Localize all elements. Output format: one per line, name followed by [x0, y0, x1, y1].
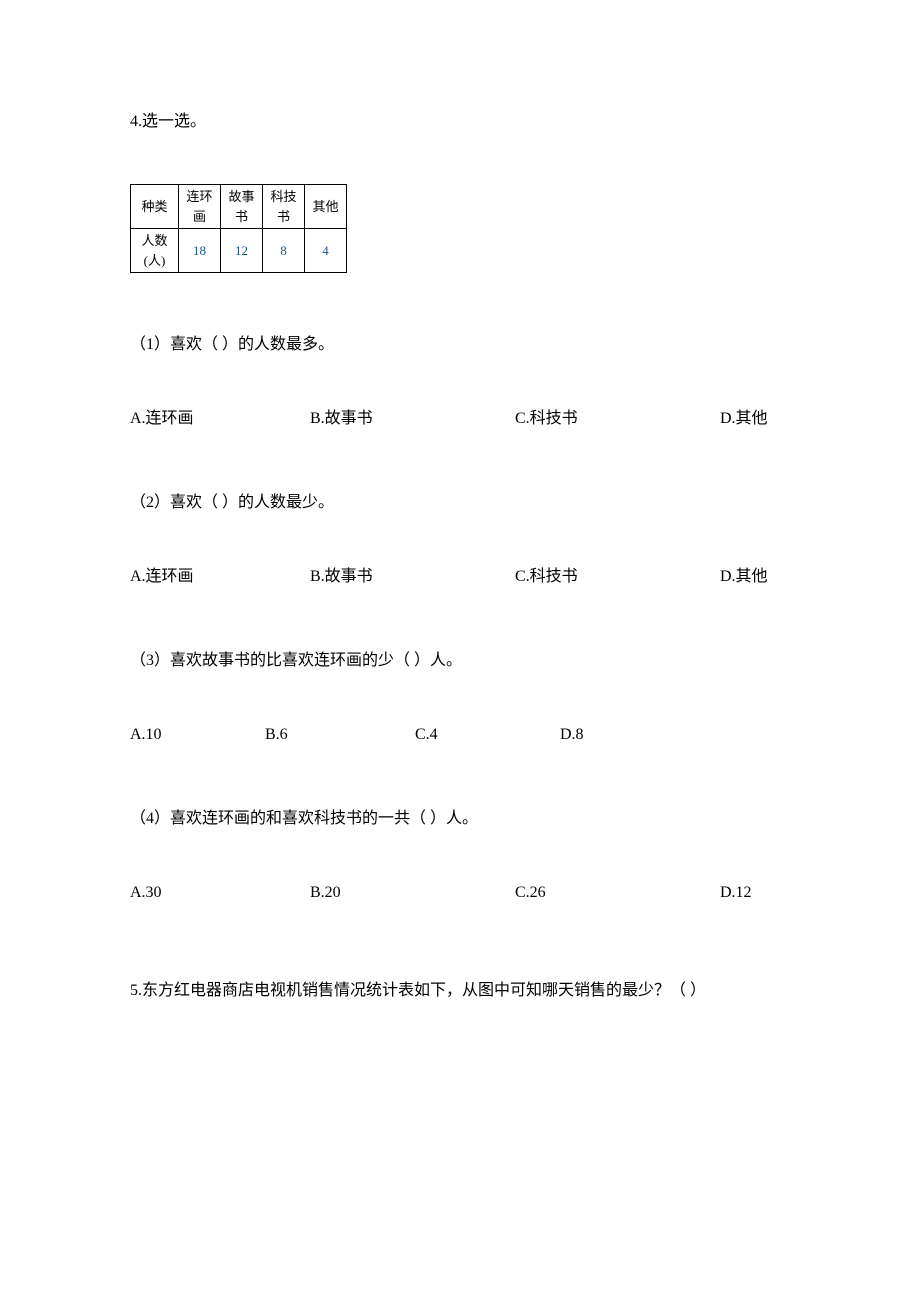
option-2a: A.连环画 [130, 565, 310, 589]
option-4d: D.12 [720, 881, 752, 905]
sub-4-options: A.30 B.20 C.26 D.12 [130, 881, 790, 905]
sub-1-options: A.连环画 B.故事书 C.科技书 D.其他 [130, 407, 790, 431]
book-preference-table: 种类 连环画 故事书 科技书 其他 人数(人) 18 12 8 4 [130, 184, 347, 273]
question-5-text: 5.东方红电器商店电视机销售情况统计表如下，从图中可知哪天销售的最少？（ ） [130, 982, 706, 999]
table-value-other: 4 [305, 229, 347, 273]
question-4-header: 4.选一选。 [130, 110, 790, 134]
option-2b: B.故事书 [310, 565, 515, 589]
table-header-comic: 连环画 [179, 185, 221, 229]
table-row: 人数(人) 18 12 8 4 [131, 229, 347, 273]
table-header-story: 故事书 [221, 185, 263, 229]
table-value-story: 12 [221, 229, 263, 273]
sub-question-1-text: （1）喜欢（ ）的人数最多。 [130, 336, 334, 353]
sub-3-options: A.10 B.6 C.4 D.8 [130, 723, 790, 747]
option-4b: B.20 [310, 881, 515, 905]
table-header-other: 其他 [305, 185, 347, 229]
table-value-comic: 18 [179, 229, 221, 273]
table-header-tech: 科技书 [263, 185, 305, 229]
option-3b: B.6 [265, 723, 415, 747]
option-3c: C.4 [415, 723, 560, 747]
sub-question-2: （2）喜欢（ ）的人数最少。 [130, 491, 790, 515]
option-4c: C.26 [515, 881, 720, 905]
option-1c: C.科技书 [515, 407, 720, 431]
option-1a: A.连环画 [130, 407, 310, 431]
sub-2-options: A.连环画 B.故事书 C.科技书 D.其他 [130, 565, 790, 589]
option-3a: A.10 [130, 723, 265, 747]
option-1b: B.故事书 [310, 407, 515, 431]
table-header-type: 种类 [131, 185, 179, 229]
sub-question-3: （3）喜欢故事书的比喜欢连环画的少（ ）人。 [130, 649, 790, 673]
question-5: 5.东方红电器商店电视机销售情况统计表如下，从图中可知哪天销售的最少？（ ） [130, 965, 790, 1016]
sub-question-4: （4）喜欢连环画的和喜欢科技书的一共（ ）人。 [130, 807, 790, 831]
table-value-tech: 8 [263, 229, 305, 273]
table-label-count: 人数(人) [131, 229, 179, 273]
option-1d: D.其他 [720, 407, 768, 431]
option-4a: A.30 [130, 881, 310, 905]
option-2d: D.其他 [720, 565, 768, 589]
sub-question-3-text: （3）喜欢故事书的比喜欢连环画的少（ ）人。 [130, 652, 462, 669]
question-4-title: 4.选一选。 [130, 113, 206, 130]
sub-question-1: （1）喜欢（ ）的人数最多。 [130, 333, 790, 357]
option-2c: C.科技书 [515, 565, 720, 589]
option-3d: D.8 [560, 723, 584, 747]
sub-question-2-text: （2）喜欢（ ）的人数最少。 [130, 494, 334, 511]
table-row: 种类 连环画 故事书 科技书 其他 [131, 185, 347, 229]
sub-question-4-text: （4）喜欢连环画的和喜欢科技书的一共（ ）人。 [130, 810, 478, 827]
